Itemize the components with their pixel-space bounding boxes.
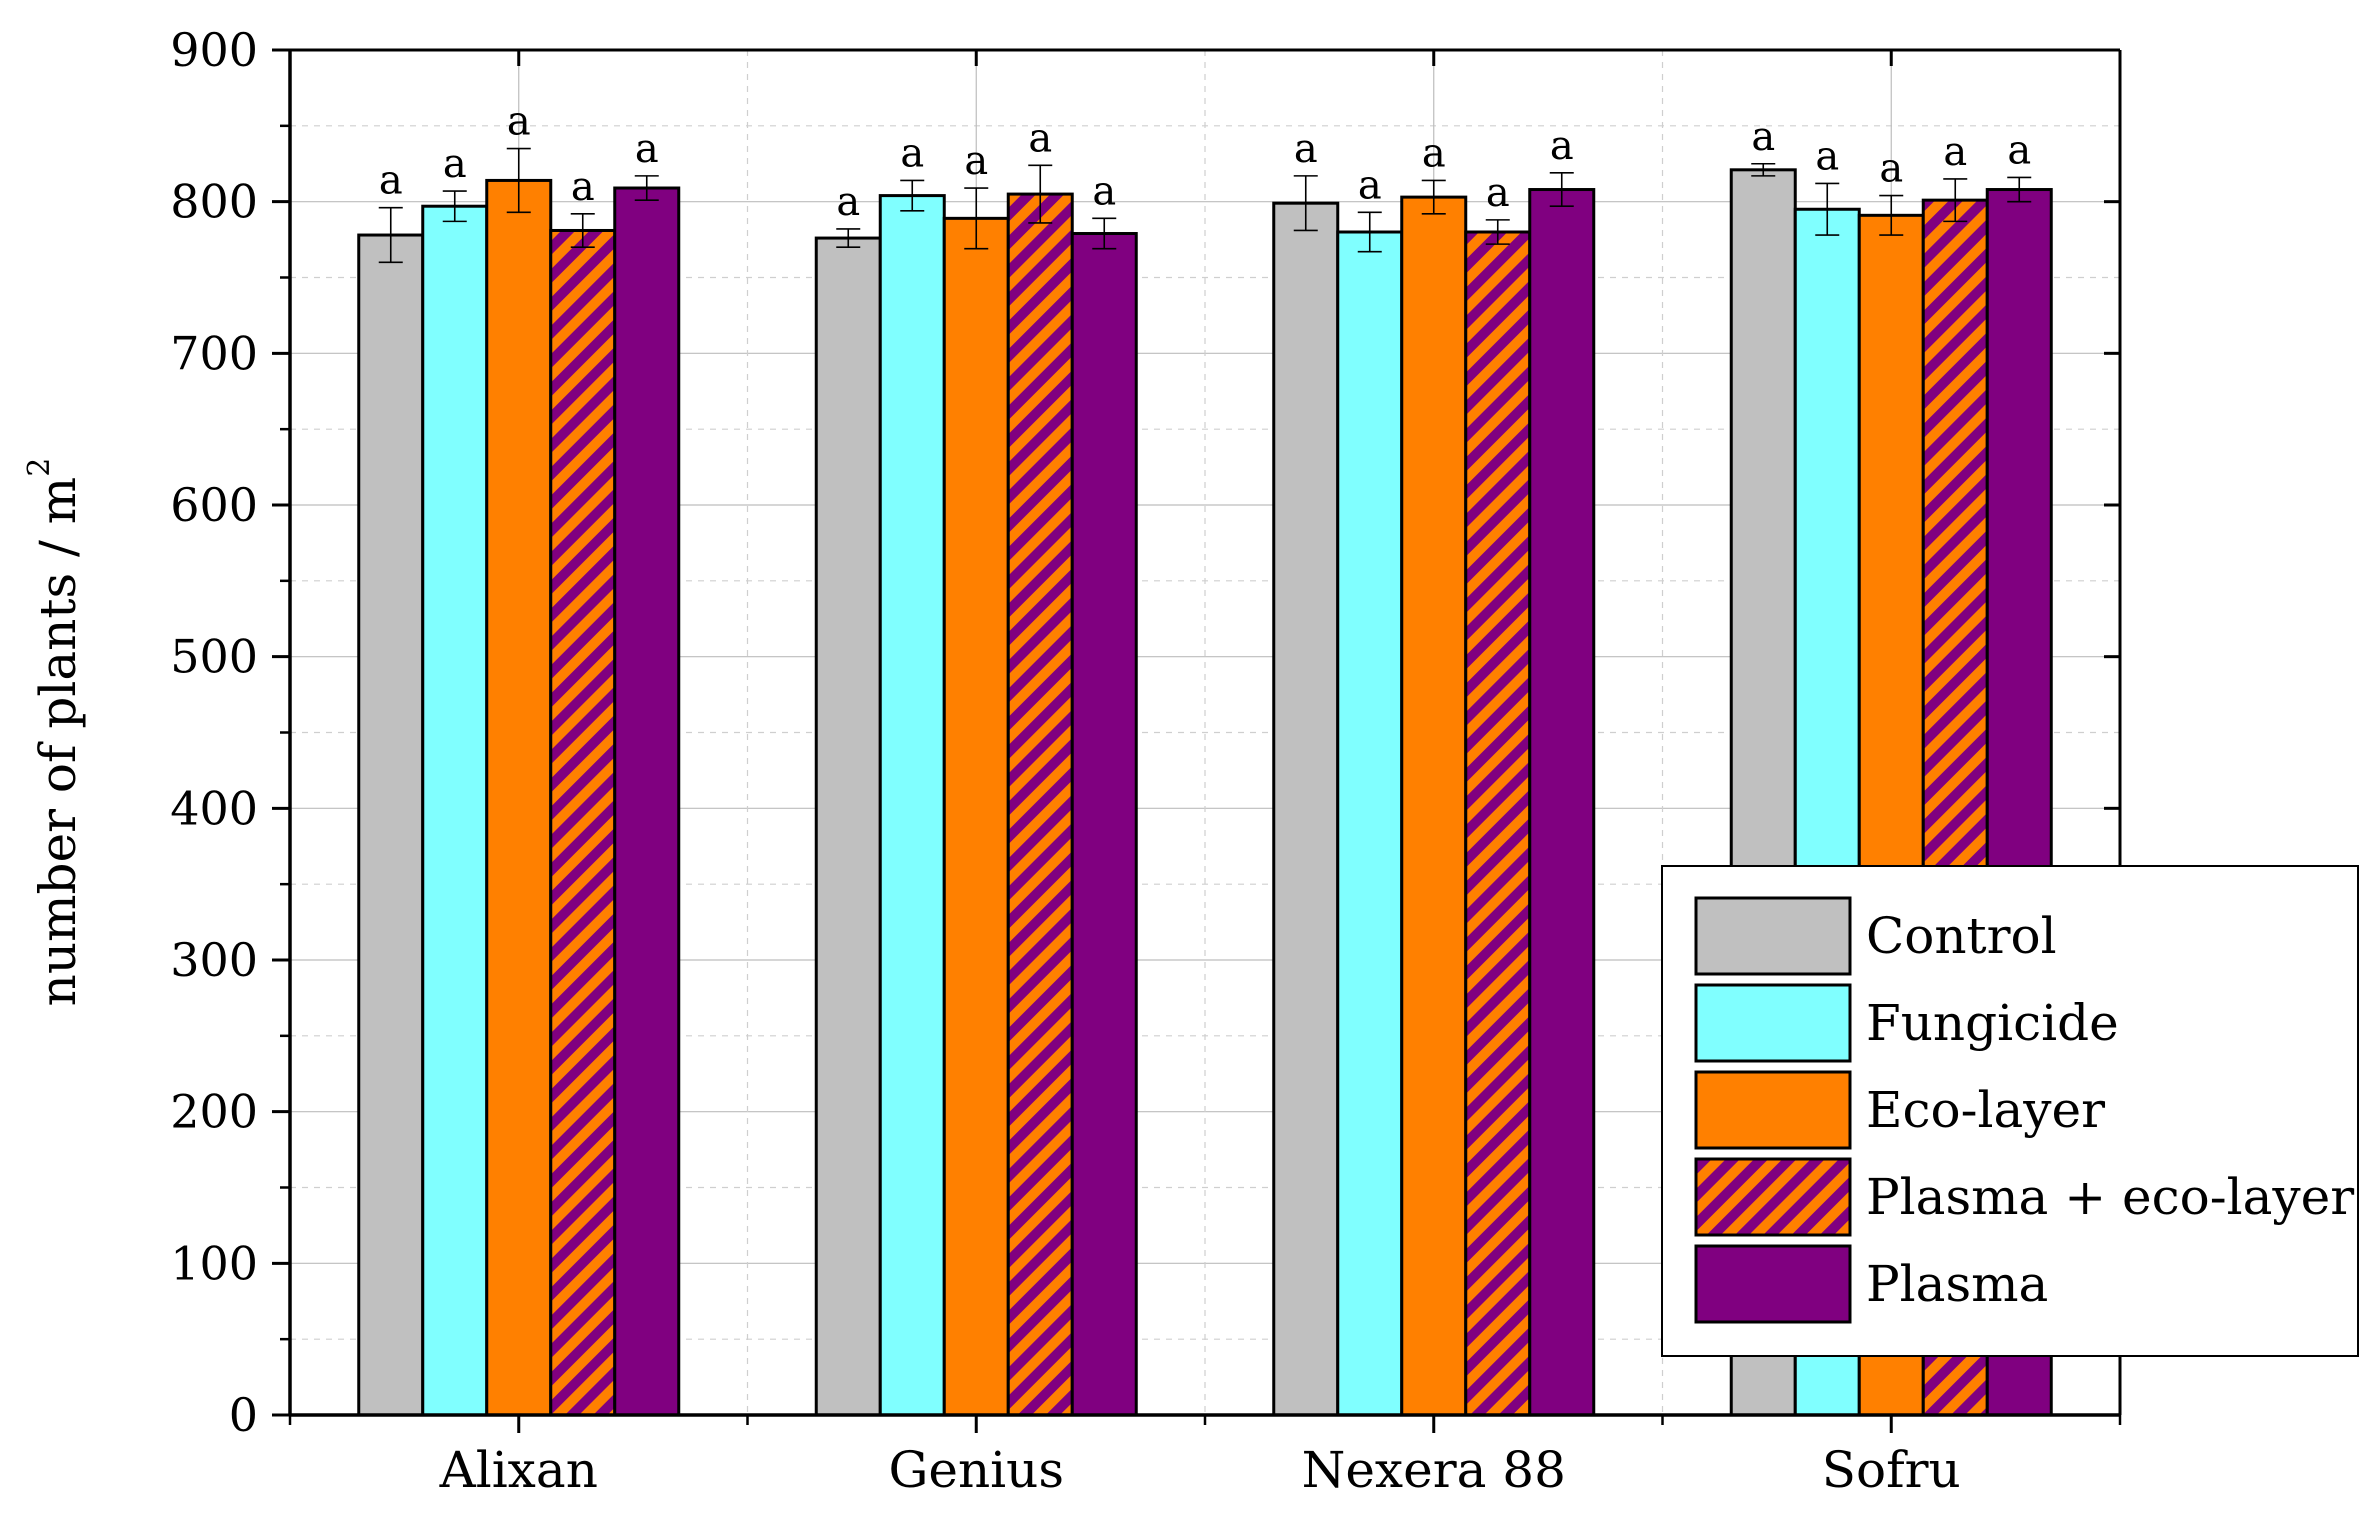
y-axis-title-superscript: 2 (22, 458, 57, 477)
significance-label-nexera-88-plasma: a (1550, 123, 1574, 169)
significance-label-alixan-fungicide: a (443, 141, 467, 187)
bar-genius-eco-layer (942, 216, 1010, 1417)
x-tick-label-sofru: Sofru (1822, 1441, 1961, 1499)
significance-label-sofru-fungicide: a (1815, 133, 1839, 179)
bar-nexera-88-plasma-eco-layer (1464, 230, 1532, 1417)
y-tick-label-900: 900 (170, 23, 258, 77)
significance-label-nexera-88-eco-layer: a (1422, 130, 1446, 176)
y-tick-label-600: 600 (170, 478, 258, 532)
legend-label-plasma: Plasma (1866, 1255, 2048, 1313)
bar-alixan-plasma (613, 186, 681, 1417)
bar-alixan-control (357, 233, 425, 1417)
significance-label-nexera-88-fungicide: a (1358, 162, 1382, 208)
x-tick-label-nexera-88: Nexera 88 (1302, 1441, 1566, 1499)
bar-alixan-eco-layer (485, 178, 553, 1417)
significance-label-alixan-eco-layer: a (507, 99, 531, 145)
legend-label-fungicide: Fungicide (1866, 994, 2119, 1052)
significance-label-genius-fungicide: a (900, 130, 924, 176)
bar-genius-plasma-eco-layer (1006, 192, 1074, 1417)
significance-label-nexera-88-control: a (1294, 126, 1318, 172)
significance-label-alixan-plasma-eco-layer: a (571, 164, 595, 210)
axes-layer: 0 100 200 300 400 500 600 700 800 900 Alixan Genius… (22, 23, 2122, 1499)
y-tick-label-300: 300 (170, 933, 258, 987)
x-tick-label-alixan: Alixan (439, 1441, 598, 1499)
bar-genius-plasma (1070, 232, 1138, 1417)
significance-label-alixan-plasma: a (635, 126, 659, 172)
significance-label-sofru-plasma: a (2007, 127, 2031, 173)
significance-label-nexera-88-plasma-eco-layer: a (1486, 170, 1510, 216)
significance-label-genius-plasma-eco-layer: a (1028, 115, 1052, 161)
y-axis-title: number of plants / m2 (22, 458, 87, 1007)
y-tick-label-200: 200 (170, 1085, 258, 1139)
legend-label-control: Control (1866, 907, 2057, 965)
x-tick-label-genius: Genius (888, 1441, 1064, 1499)
legend: Control Fungicide Eco-layer Plasma + eco-la… (1661, 865, 2359, 1357)
bar-alixan-fungicide (421, 204, 489, 1417)
significance-label-sofru-eco-layer: a (1879, 146, 1903, 192)
significance-label-alixan-control: a (379, 158, 403, 204)
y-tick-label-800: 800 (170, 175, 258, 229)
bar-genius-fungicide (878, 194, 946, 1417)
bar-alixan-plasma-eco-layer (549, 228, 617, 1417)
y-tick-label-500: 500 (170, 630, 258, 684)
significance-label-genius-eco-layer: a (964, 138, 988, 184)
y-tick-label-700: 700 (170, 326, 258, 380)
bar-nexera-88-control (1272, 201, 1340, 1417)
bar-nexera-88-eco-layer (1400, 195, 1468, 1417)
legend-swatch-plasma (1694, 1244, 1852, 1324)
bar-genius-control (814, 236, 882, 1417)
significance-label-sofru-plasma-eco-layer: a (1943, 129, 1967, 175)
bar-nexera-88-plasma (1528, 188, 1596, 1417)
y-tick-label-100: 100 (170, 1236, 258, 1290)
bar-nexera-88-fungicide (1336, 230, 1404, 1417)
legend-label-eco-layer: Eco-layer (1866, 1081, 2105, 1139)
legend-swatch-plasma-eco-layer (1694, 1157, 1852, 1237)
legend-swatch-eco-layer (1694, 1070, 1852, 1150)
significance-label-sofru-control: a (1751, 114, 1775, 160)
y-tick-label-400: 400 (170, 781, 258, 835)
y-axis-title-text: number of plants / m (29, 477, 87, 1007)
significance-label-genius-control: a (836, 179, 860, 225)
significance-label-genius-plasma: a (1092, 168, 1116, 214)
legend-label-plasma-eco-layer: Plasma + eco-layer (1866, 1168, 2354, 1226)
y-tick-label-0: 0 (229, 1388, 258, 1442)
legend-swatch-fungicide (1694, 983, 1852, 1063)
legend-swatch-control (1694, 896, 1852, 976)
